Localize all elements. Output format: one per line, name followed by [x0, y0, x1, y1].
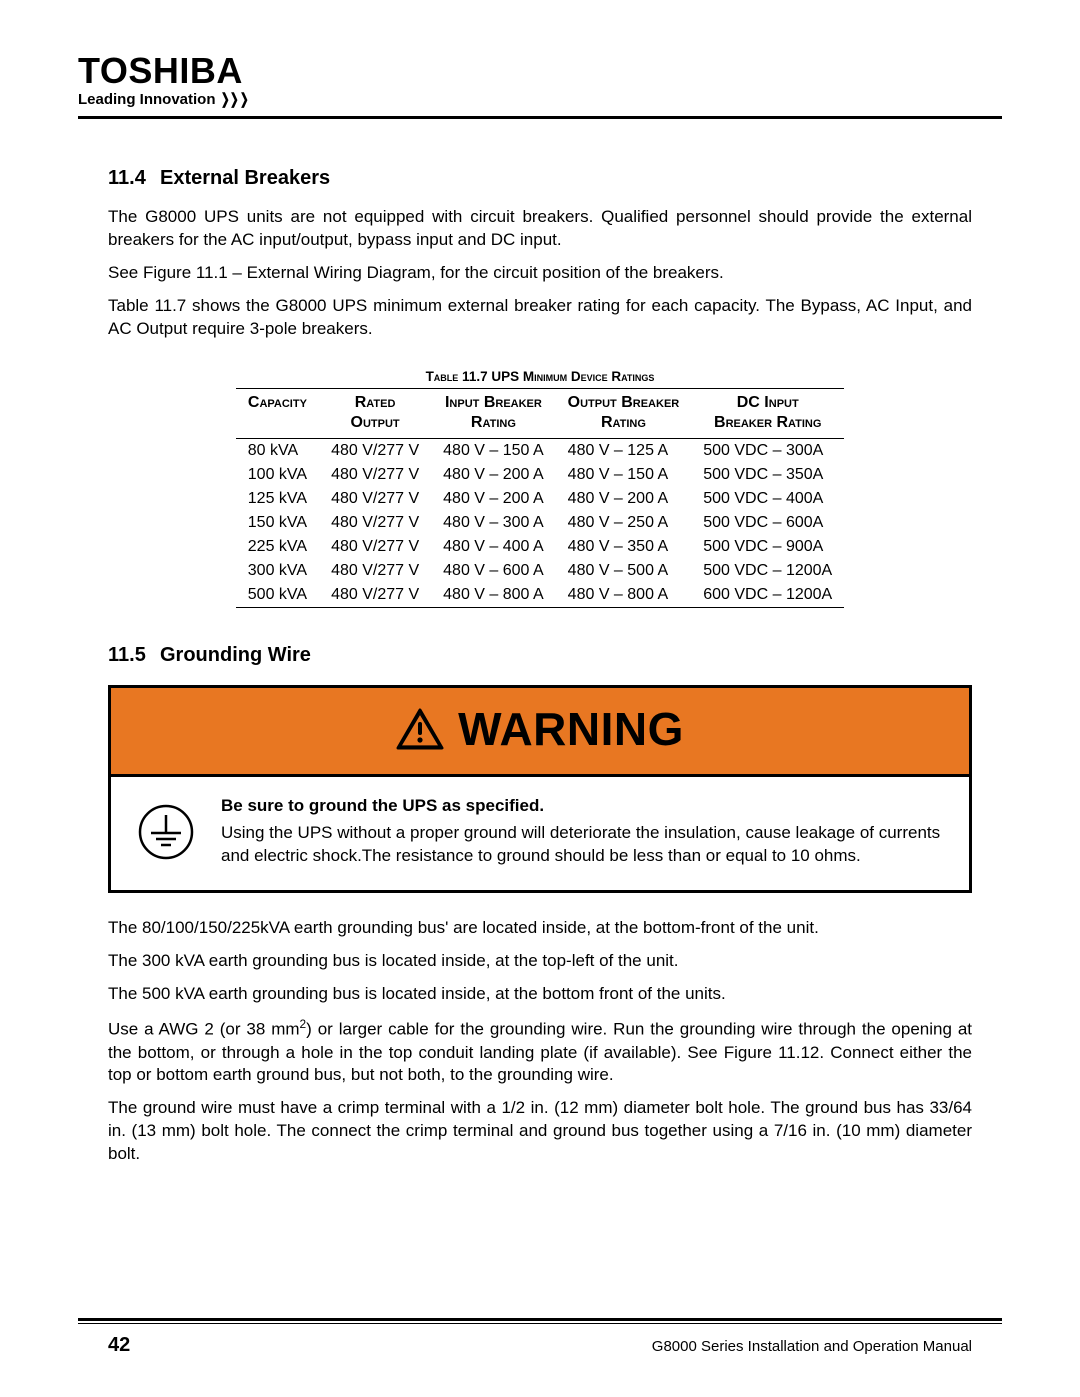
table-row: 500 kVA480 V/277 V480 V – 800 A480 V – 8… [236, 583, 844, 608]
table-header: Output BreakerRating [556, 388, 692, 439]
table-cell: 500 VDC – 400A [691, 487, 844, 511]
table-row: 300 kVA480 V/277 V480 V – 600 A480 V – 5… [236, 559, 844, 583]
table-cell: 500 VDC – 1200A [691, 559, 844, 583]
table-cell: 480 V – 200 A [431, 463, 556, 487]
warning-triangle-icon [396, 708, 444, 750]
table-cell: 480 V – 150 A [431, 439, 556, 464]
body-paragraph: The 300 kVA earth grounding bus is locat… [108, 950, 972, 973]
table-row: 125 kVA480 V/277 V480 V – 200 A480 V – 2… [236, 487, 844, 511]
table-cell: 500 VDC – 900A [691, 535, 844, 559]
body-paragraph: The 80/100/150/225kVA earth grounding bu… [108, 917, 972, 940]
table-row: 225 kVA480 V/277 V480 V – 400 A480 V – 3… [236, 535, 844, 559]
table-header: RatedOutput [319, 388, 431, 439]
table-cell: 480 V – 800 A [556, 583, 692, 608]
table-cell: 500 VDC – 600A [691, 511, 844, 535]
table-cell: 480 V – 350 A [556, 535, 692, 559]
warning-box: WARNING Be sure to ground the UPS as spe… [108, 685, 972, 893]
table-cell: 480 V – 500 A [556, 559, 692, 583]
table-cell: 500 VDC – 350A [691, 463, 844, 487]
table-cell: 80 kVA [236, 439, 319, 464]
table-cell: 480 V – 300 A [431, 511, 556, 535]
table-cell: 500 VDC – 300A [691, 439, 844, 464]
brand-logo: TOSHIBA [78, 50, 1002, 92]
body-paragraph: The ground wire must have a crimp termin… [108, 1097, 972, 1166]
table-cell: 480 V/277 V [319, 559, 431, 583]
table-cell: 500 kVA [236, 583, 319, 608]
page-header: TOSHIBA Leading Innovation ❯❯❯ [78, 50, 1002, 108]
section-heading-grounding: 11.5Grounding Wire [108, 644, 972, 667]
page-footer: 42 G8000 Series Installation and Operati… [78, 1318, 1002, 1357]
table-cell: 480 V – 150 A [556, 463, 692, 487]
table-cell: 600 VDC – 1200A [691, 583, 844, 608]
table-cell: 480 V – 200 A [556, 487, 692, 511]
table-cell: 480 V/277 V [319, 439, 431, 464]
table-cell: 480 V/277 V [319, 463, 431, 487]
section-heading-breakers: 11.4External Breakers [108, 167, 972, 190]
table-cell: 125 kVA [236, 487, 319, 511]
table-row: 100 kVA480 V/277 V480 V – 200 A480 V – 1… [236, 463, 844, 487]
table-header: DC InputBreaker Rating [691, 388, 844, 439]
table-cell: 100 kVA [236, 463, 319, 487]
warning-header: WARNING [111, 688, 969, 777]
table-cell: 480 V/277 V [319, 535, 431, 559]
table-row: 150 kVA480 V/277 V480 V – 300 A480 V – 2… [236, 511, 844, 535]
table-row: 80 kVA480 V/277 V480 V – 150 A480 V – 12… [236, 439, 844, 464]
ratings-table: CapacityRatedOutputInput BreakerRatingOu… [236, 388, 844, 609]
table-header: Input BreakerRating [431, 388, 556, 439]
table-cell: 300 kVA [236, 559, 319, 583]
body-paragraph: The 500 kVA earth grounding bus is locat… [108, 983, 972, 1006]
table-caption: Table 11.7 UPS Minimum Device Ratings [108, 369, 972, 384]
table-cell: 480 V – 400 A [431, 535, 556, 559]
ground-icon [137, 803, 195, 861]
warning-label-text: WARNING [458, 702, 684, 756]
table-cell: 480 V – 200 A [431, 487, 556, 511]
body-paragraph: See Figure 11.1 – External Wiring Diagra… [108, 262, 972, 285]
warning-text: Be sure to ground the UPS as specified. … [221, 795, 943, 868]
chevron-icon: ❯❯❯ [222, 90, 251, 108]
page-content: 11.4External Breakers The G8000 UPS unit… [78, 119, 1002, 1166]
table-cell: 480 V/277 V [319, 583, 431, 608]
brand-tagline: Leading Innovation ❯❯❯ [78, 90, 1002, 108]
page-number: 42 [108, 1334, 130, 1357]
body-paragraph: Table 11.7 shows the G8000 UPS minimum e… [108, 295, 972, 341]
table-header: Capacity [236, 388, 319, 439]
table-cell: 225 kVA [236, 535, 319, 559]
body-paragraph: Use a AWG 2 (or 38 mm2) or larger cable … [108, 1016, 972, 1087]
table-cell: 480 V/277 V [319, 511, 431, 535]
table-cell: 480 V – 250 A [556, 511, 692, 535]
table-cell: 150 kVA [236, 511, 319, 535]
document-title: G8000 Series Installation and Operation … [652, 1338, 972, 1355]
table-cell: 480 V – 600 A [431, 559, 556, 583]
body-paragraph: The G8000 UPS units are not equipped wit… [108, 206, 972, 252]
table-cell: 480 V/277 V [319, 487, 431, 511]
table-cell: 480 V – 800 A [431, 583, 556, 608]
table-cell: 480 V – 125 A [556, 439, 692, 464]
